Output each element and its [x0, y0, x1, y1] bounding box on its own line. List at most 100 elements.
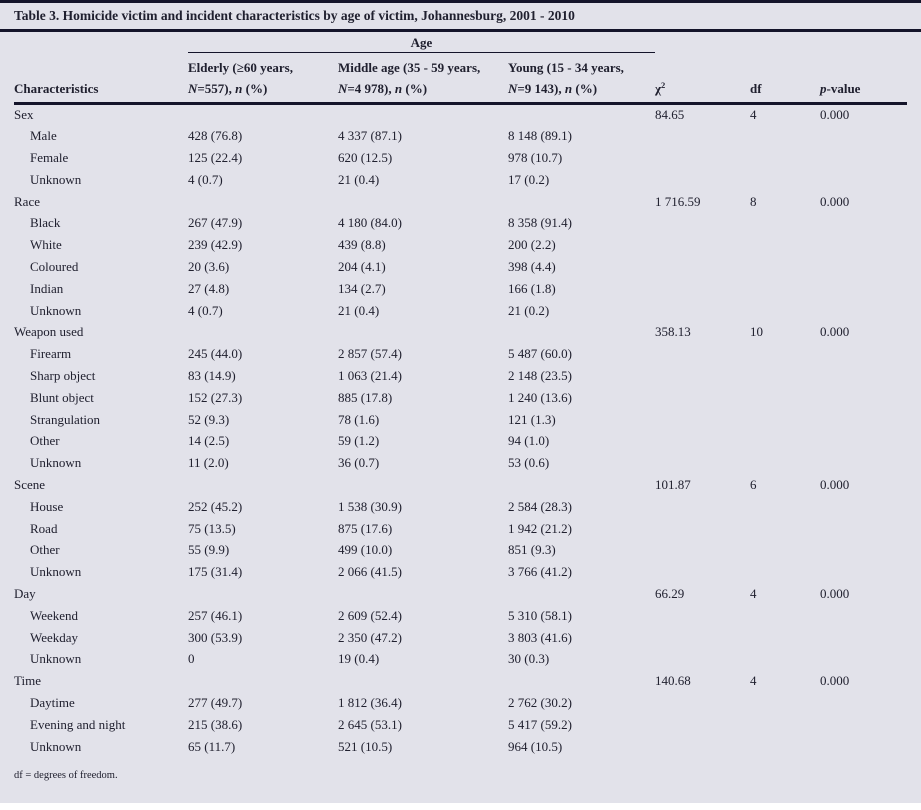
cell-young [508, 583, 655, 605]
footnote: df = degrees of freedom. [14, 770, 118, 782]
table-row: Unknown 4 (0.7) 21 (0.4) 17 (0.2) [14, 169, 907, 191]
cell-chi-squared [655, 212, 750, 234]
cell-elderly: 55 (9.9) [188, 542, 230, 558]
cell-elderly: 267 (47.9) [188, 215, 243, 231]
cell-p-value: 0.000 [820, 193, 850, 209]
table-row: Unknown 4 (0.7) 21 (0.4) 21 (0.2) [14, 300, 907, 322]
row-label: White [30, 237, 62, 253]
cell-df [750, 278, 820, 300]
row-label: Indian [30, 280, 64, 296]
cell-p-value [820, 518, 907, 540]
table-section-row: Time 140.68 4 0.000 [14, 670, 907, 692]
table-row: Road 75 (13.5) 875 (17.6) 1 942 (21.2) [14, 518, 907, 540]
cell-elderly: 27 (4.8) [188, 280, 230, 296]
col-header-df: df [750, 52, 821, 105]
table-row: White 239 (42.9) 439 (8.8) 200 (2.2) [14, 234, 907, 256]
cell-young: 3 766 (41.2) [508, 564, 572, 580]
cell-chi-squared [655, 256, 750, 278]
cell-elderly: 14 (2.5) [188, 433, 230, 449]
cell-p-value [820, 212, 907, 234]
cell-chi-squared [655, 714, 750, 736]
table-row: Unknown 175 (31.4) 2 066 (41.5) 3 766 (41.2… [14, 561, 907, 583]
cell-chi-squared: 101.87 [655, 476, 691, 492]
table-section-row: Day 66.29 4 0.000 [14, 583, 907, 605]
cell-young [508, 104, 655, 126]
cell-df [750, 648, 820, 670]
table-row: Coloured 20 (3.6) 204 (4.1) 398 (4.4) [14, 256, 907, 278]
cell-p-value [820, 169, 907, 191]
cell-p-value [820, 234, 907, 256]
cell-middle-age: 21 (0.4) [338, 302, 380, 318]
cell-df [750, 212, 820, 234]
row-label: Black [30, 215, 61, 231]
cell-df [750, 387, 820, 409]
table-row: Other 14 (2.5) 59 (1.2) 94 (1.0) [14, 430, 907, 452]
cell-middle-age: 1 812 (36.4) [338, 694, 402, 710]
cell-young: 30 (0.3) [508, 651, 550, 667]
cell-young [508, 321, 655, 343]
cell-df: 8 [750, 193, 757, 209]
cell-df [750, 409, 820, 431]
cell-middle-age: 59 (1.2) [338, 433, 380, 449]
row-label: Evening and night [30, 716, 126, 732]
cell-elderly: 52 (9.3) [188, 411, 230, 427]
cell-elderly: 0 [188, 651, 195, 667]
cell-middle-age: 19 (0.4) [338, 651, 380, 667]
cell-df [750, 365, 820, 387]
table-row: Female 125 (22.4) 620 (12.5) 978 (10.7) [14, 147, 907, 169]
cell-df [750, 234, 820, 256]
cell-chi-squared: 1 716.59 [655, 193, 701, 209]
cell-chi-squared [655, 300, 750, 322]
cell-young: 3 803 (41.6) [508, 629, 572, 645]
table-section-row: Weapon used 358.13 10 0.000 [14, 321, 907, 343]
table-row: Other 55 (9.9) 499 (10.0) 851 (9.3) [14, 539, 907, 561]
row-label: Male [30, 128, 57, 144]
cell-p-value [820, 627, 907, 649]
row-label: House [30, 498, 64, 514]
cell-chi-squared [655, 125, 750, 147]
cell-elderly [188, 191, 338, 213]
col-header-chi-squared: χ2 [655, 52, 751, 105]
cell-df [750, 169, 820, 191]
cell-p-value: 0.000 [820, 476, 850, 492]
cell-p-value [820, 561, 907, 583]
cell-chi-squared [655, 234, 750, 256]
cell-middle-age [338, 104, 508, 126]
cell-middle-age [338, 191, 508, 213]
cell-df [750, 430, 820, 452]
cell-chi-squared: 358.13 [655, 324, 691, 340]
cell-elderly: 252 (45.2) [188, 498, 243, 514]
cell-df [750, 714, 820, 736]
cell-elderly: 125 (22.4) [188, 149, 243, 165]
cell-chi-squared [655, 147, 750, 169]
cell-young: 21 (0.2) [508, 302, 550, 318]
cell-p-value [820, 648, 907, 670]
cell-young: 8 148 (89.1) [508, 128, 572, 144]
cell-middle-age [338, 321, 508, 343]
cell-chi-squared [655, 561, 750, 583]
cell-p-value [820, 125, 907, 147]
table-section-row: Race 1 716.59 8 0.000 [14, 191, 907, 213]
table-row: Weekday 300 (53.9) 2 350 (47.2) 3 803 (41.6… [14, 627, 907, 649]
cell-elderly [188, 474, 338, 496]
age-group-header: Age [188, 32, 656, 53]
row-label: Other [30, 542, 60, 558]
cell-middle-age: 521 (10.5) [338, 738, 393, 754]
col-header-elderly: Elderly (≥60 years, N=557), n (%) [188, 52, 338, 105]
cell-young: 964 (10.5) [508, 738, 563, 754]
table-row: Indian 27 (4.8) 134 (2.7) 166 (1.8) [14, 278, 907, 300]
cell-p-value [820, 692, 907, 714]
cell-young: 851 (9.3) [508, 542, 556, 558]
table-row: Unknown 65 (11.7) 521 (10.5) 964 (10.5) [14, 736, 907, 758]
column-header-row: Characteristics Elderly (≥60 years, N=55… [14, 52, 908, 105]
cell-p-value: 0.000 [820, 585, 850, 601]
header-line-2: N=9 143), n (%) [508, 81, 598, 96]
cell-middle-age: 2 066 (41.5) [338, 564, 402, 580]
cell-p-value: 0.000 [820, 107, 850, 123]
cell-young [508, 474, 655, 496]
cell-elderly: 428 (76.8) [188, 128, 243, 144]
cell-middle-age: 1 538 (30.9) [338, 498, 402, 514]
row-label: Female [30, 149, 69, 165]
cell-young: 121 (1.3) [508, 411, 556, 427]
